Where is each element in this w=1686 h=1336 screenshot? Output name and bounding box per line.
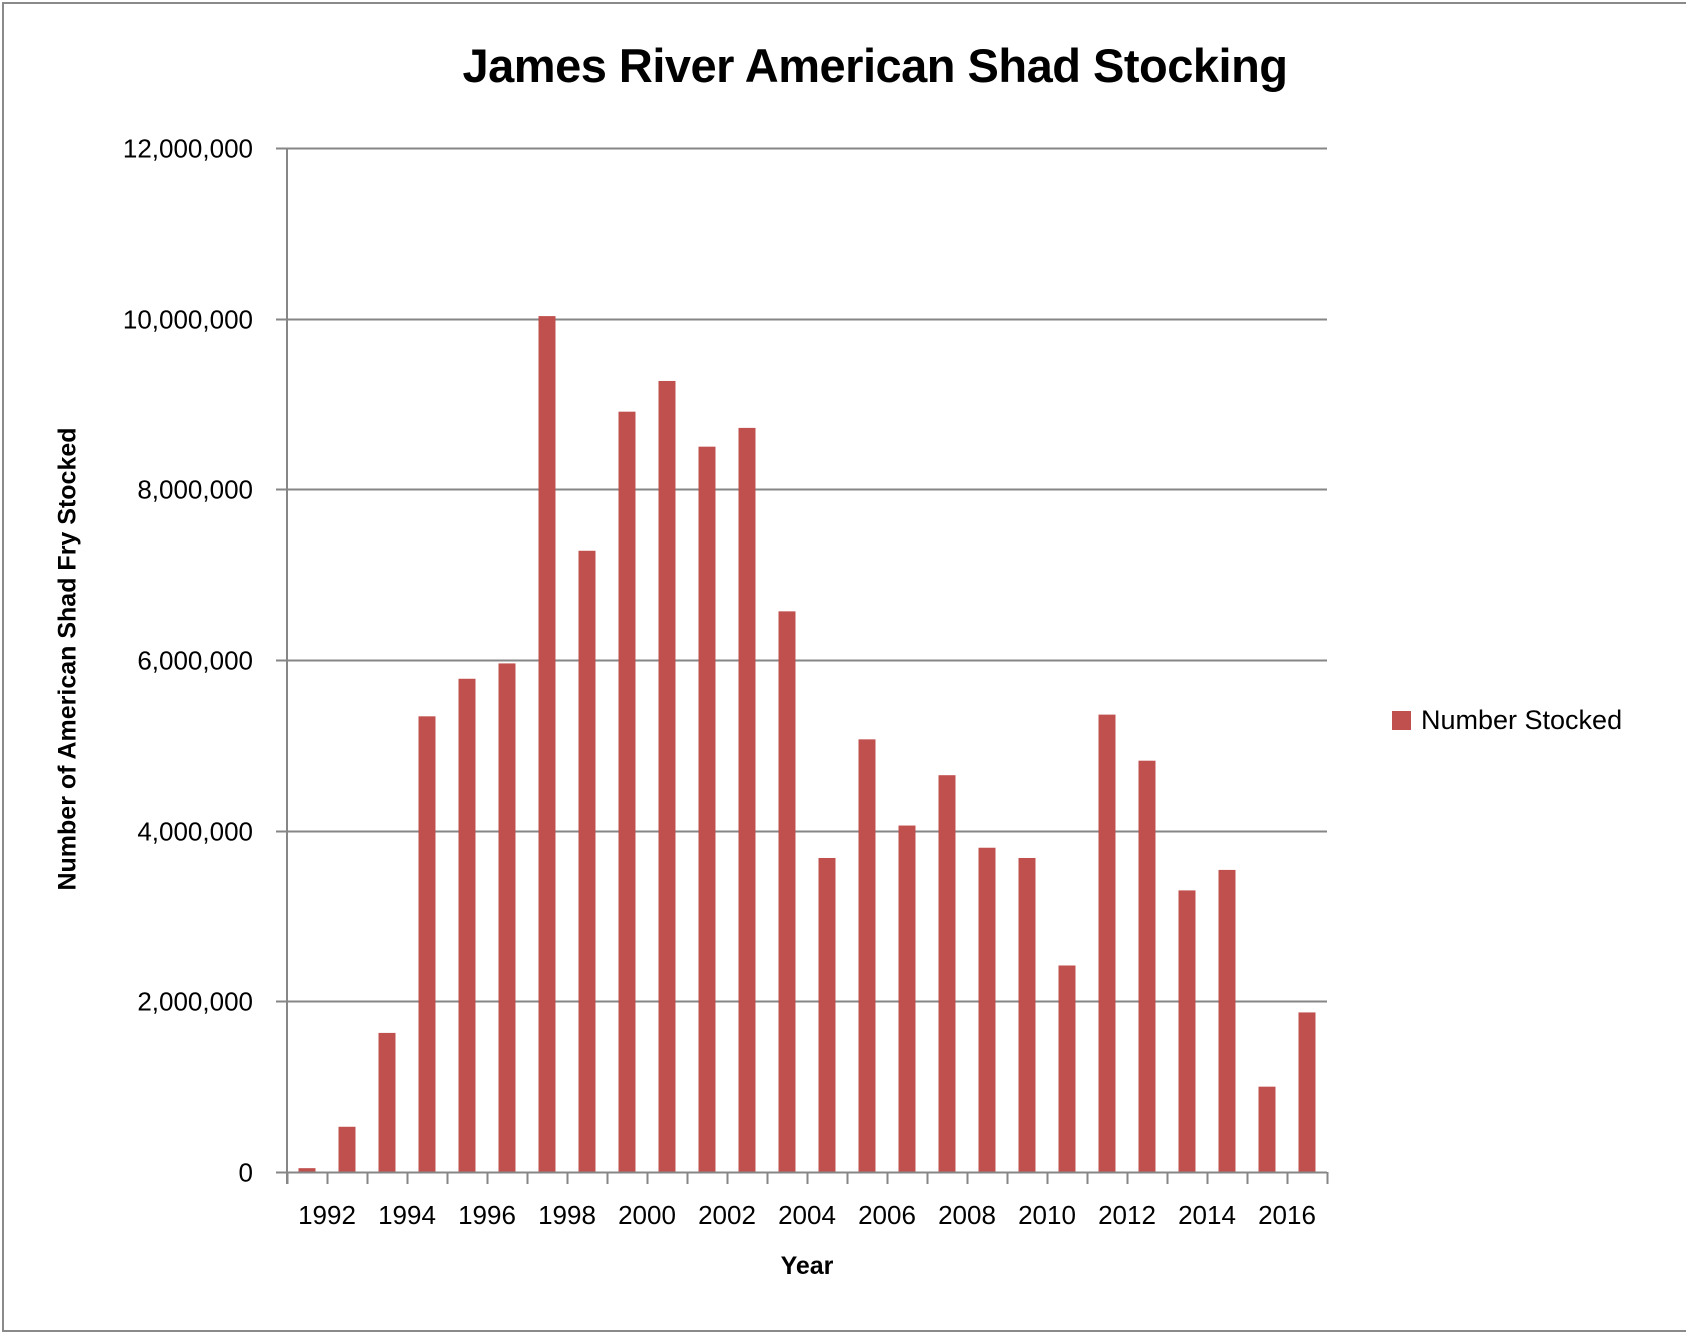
bar-1997: [498, 663, 516, 1172]
x-tick-label: 2010: [1018, 1200, 1076, 1230]
bar-2006: [858, 739, 876, 1172]
legend: Number Stocked: [1392, 705, 1622, 736]
x-tick-label: 2012: [1098, 1200, 1156, 1230]
legend-label: Number Stocked: [1421, 705, 1623, 735]
x-tick-label: 2014: [1178, 1200, 1236, 1230]
legend-swatch: [1392, 711, 1411, 730]
x-tick-label: 1992: [298, 1200, 356, 1230]
bar-2002: [698, 446, 716, 1173]
bar-2000: [618, 411, 636, 1172]
bar-series: [298, 316, 1316, 1173]
bar-2010: [1018, 857, 1036, 1172]
y-tick-label: 8,000,000: [137, 475, 253, 505]
y-tick-label: 6,000,000: [137, 646, 253, 676]
bar-2005: [818, 857, 836, 1172]
x-tick-label: 1996: [458, 1200, 516, 1230]
y-tick-label: 0: [239, 1158, 253, 1188]
y-tick-label: 12,000,000: [123, 134, 253, 164]
bar-2013: [1138, 760, 1156, 1172]
bar-2015: [1218, 869, 1236, 1172]
axes: [276, 148, 1327, 1184]
chart-title: James River American Shad Stocking: [462, 39, 1288, 92]
bar-1992: [298, 1168, 316, 1172]
bar-1994: [378, 1032, 396, 1172]
x-tick-label: 2002: [698, 1200, 756, 1230]
bar-2003: [738, 427, 756, 1173]
y-tick-label: 4,000,000: [137, 817, 253, 847]
x-tick-label: 2004: [778, 1200, 836, 1230]
x-axis-title: Year: [780, 1252, 834, 1280]
y-axis-ticks: 0 2,000,000 4,000,000 6,000,000 8,000,000 10,…: [123, 134, 287, 1188]
bar-1993: [338, 1126, 356, 1172]
x-tick-label: 1994: [378, 1200, 436, 1230]
x-tick-label: 2000: [618, 1200, 676, 1230]
bar-2011: [1058, 965, 1076, 1172]
bar-1996: [458, 678, 476, 1172]
bar-2008: [938, 775, 956, 1172]
bar-2012: [1098, 714, 1116, 1172]
x-axis-ticks: 1992 1994 1996 1998 2000 2002 2004 2006 2008 2010…: [286, 1172, 1329, 1230]
bar-2009: [978, 847, 996, 1172]
bar-2016: [1258, 1086, 1276, 1172]
bar-1999: [578, 550, 596, 1172]
x-tick-label: 1998: [538, 1200, 596, 1230]
bar-2017: [1298, 1012, 1316, 1172]
y-tick-label: 2,000,000: [137, 987, 253, 1017]
bar-1995: [418, 716, 436, 1172]
bar-1998: [538, 316, 556, 1172]
x-tick-label: 2006: [858, 1200, 916, 1230]
bar-2007: [898, 825, 916, 1172]
x-tick-label: 2008: [938, 1200, 996, 1230]
bar-2014: [1178, 890, 1196, 1172]
gridlines: [287, 147, 1327, 1003]
bar-2004: [778, 611, 796, 1172]
x-tick-label: 2016: [1258, 1200, 1316, 1230]
bar-2001: [658, 380, 676, 1173]
y-tick-label: 10,000,000: [123, 305, 253, 335]
